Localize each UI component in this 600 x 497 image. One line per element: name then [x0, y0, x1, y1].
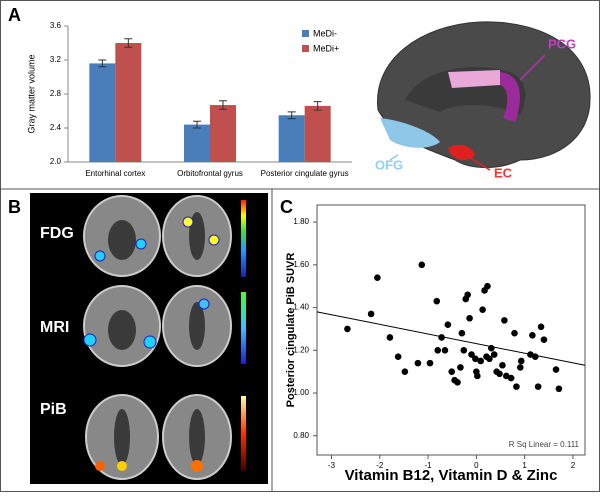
modality-label: FDG [40, 225, 74, 242]
x-tick-label: -2 [376, 461, 384, 470]
point [386, 334, 394, 341]
point [460, 346, 468, 354]
point [477, 357, 484, 365]
legend-label: MeDi- [313, 28, 337, 38]
x-tick-label: Posterior cingulate gyrus [261, 169, 349, 178]
point [479, 306, 486, 314]
point [367, 310, 375, 318]
point [488, 344, 495, 352]
error-bar [219, 100, 227, 110]
point [513, 383, 520, 390]
region-label: EC [494, 165, 513, 180]
plot-area [316, 204, 586, 456]
point [499, 361, 506, 369]
point [501, 317, 508, 324]
point [441, 346, 449, 354]
point [537, 323, 545, 331]
bar [278, 115, 305, 162]
panel-label: A [8, 5, 21, 25]
error-bar [287, 111, 296, 120]
point [401, 368, 409, 375]
point [374, 274, 381, 281]
y-tick-label: 1.80 [293, 217, 309, 226]
point [418, 261, 426, 269]
modality-label: PiB [40, 401, 67, 418]
point [468, 351, 475, 358]
error-bar [98, 59, 107, 68]
x-tick-label: -3 [328, 461, 336, 470]
point [552, 366, 560, 373]
brain-illustration [368, 10, 595, 183]
bar [304, 105, 331, 162]
point [540, 336, 548, 343]
point [444, 321, 452, 328]
modality-label: MRI [40, 319, 69, 336]
bar [115, 43, 142, 162]
legend-swatch [302, 30, 309, 37]
point [516, 364, 524, 371]
legend-swatch [302, 45, 309, 52]
brain-scans [30, 193, 268, 484]
point [433, 297, 441, 305]
point [511, 329, 518, 337]
bar [184, 124, 210, 162]
point [484, 282, 491, 290]
point [344, 325, 351, 333]
error-bar [313, 101, 322, 111]
x-tick-label: Entorhinal cortex [85, 169, 145, 178]
x-axis-title: Vitamin B12, Vitamin D & Zinc [345, 467, 558, 484]
point [464, 291, 471, 299]
y-tick-label: 2.0 [50, 157, 62, 166]
point [496, 370, 503, 378]
region-label: OFG [375, 157, 403, 172]
x-tick-label: Orbitofrontal gyrus [177, 169, 243, 178]
x-tick-label: 0 [474, 461, 479, 470]
region-label: PCG [548, 36, 576, 51]
x-tick-label: -1 [425, 461, 433, 470]
point [434, 346, 442, 354]
point [466, 314, 473, 322]
legend-label: MeDi+ [313, 43, 339, 53]
fit-line [316, 311, 586, 366]
point [472, 355, 479, 363]
y-axis-title: Gray matter volume [26, 54, 36, 133]
point [457, 364, 464, 371]
point [474, 372, 481, 380]
point [486, 355, 493, 363]
point [490, 351, 498, 358]
bar [89, 63, 116, 162]
y-tick-label: 3.6 [50, 21, 62, 30]
point [448, 368, 456, 375]
point [438, 334, 445, 341]
y-tick-label: 2.8 [50, 89, 62, 98]
error-bar [124, 38, 133, 48]
x-tick-label: 2 [571, 461, 576, 470]
annotation: R Sq Linear = 0.111 [509, 440, 580, 449]
x-tick-label: 1 [522, 461, 527, 470]
point [426, 359, 434, 367]
y-tick-label: 1.40 [293, 303, 309, 312]
point [507, 374, 515, 382]
y-tick-label: 3.2 [50, 55, 62, 64]
y-tick-label: 1.00 [293, 388, 309, 397]
panel-label: B [8, 197, 21, 217]
y-tick-label: 1.60 [293, 260, 309, 269]
point [454, 379, 461, 386]
point [394, 353, 402, 361]
point [414, 359, 422, 367]
y-tick-label: 0.80 [293, 431, 309, 440]
point [531, 353, 539, 361]
y-axis-title: Posterior cingulate PiB SUVR [285, 253, 297, 408]
error-bar [193, 120, 201, 129]
point [534, 383, 542, 390]
y-tick-label: 1.20 [293, 345, 309, 354]
y-tick-label: 2.4 [50, 123, 62, 132]
point [529, 332, 536, 339]
panel-label: C [280, 197, 293, 217]
bar [210, 105, 236, 162]
point [517, 357, 525, 365]
point [458, 329, 466, 337]
point [555, 385, 563, 393]
